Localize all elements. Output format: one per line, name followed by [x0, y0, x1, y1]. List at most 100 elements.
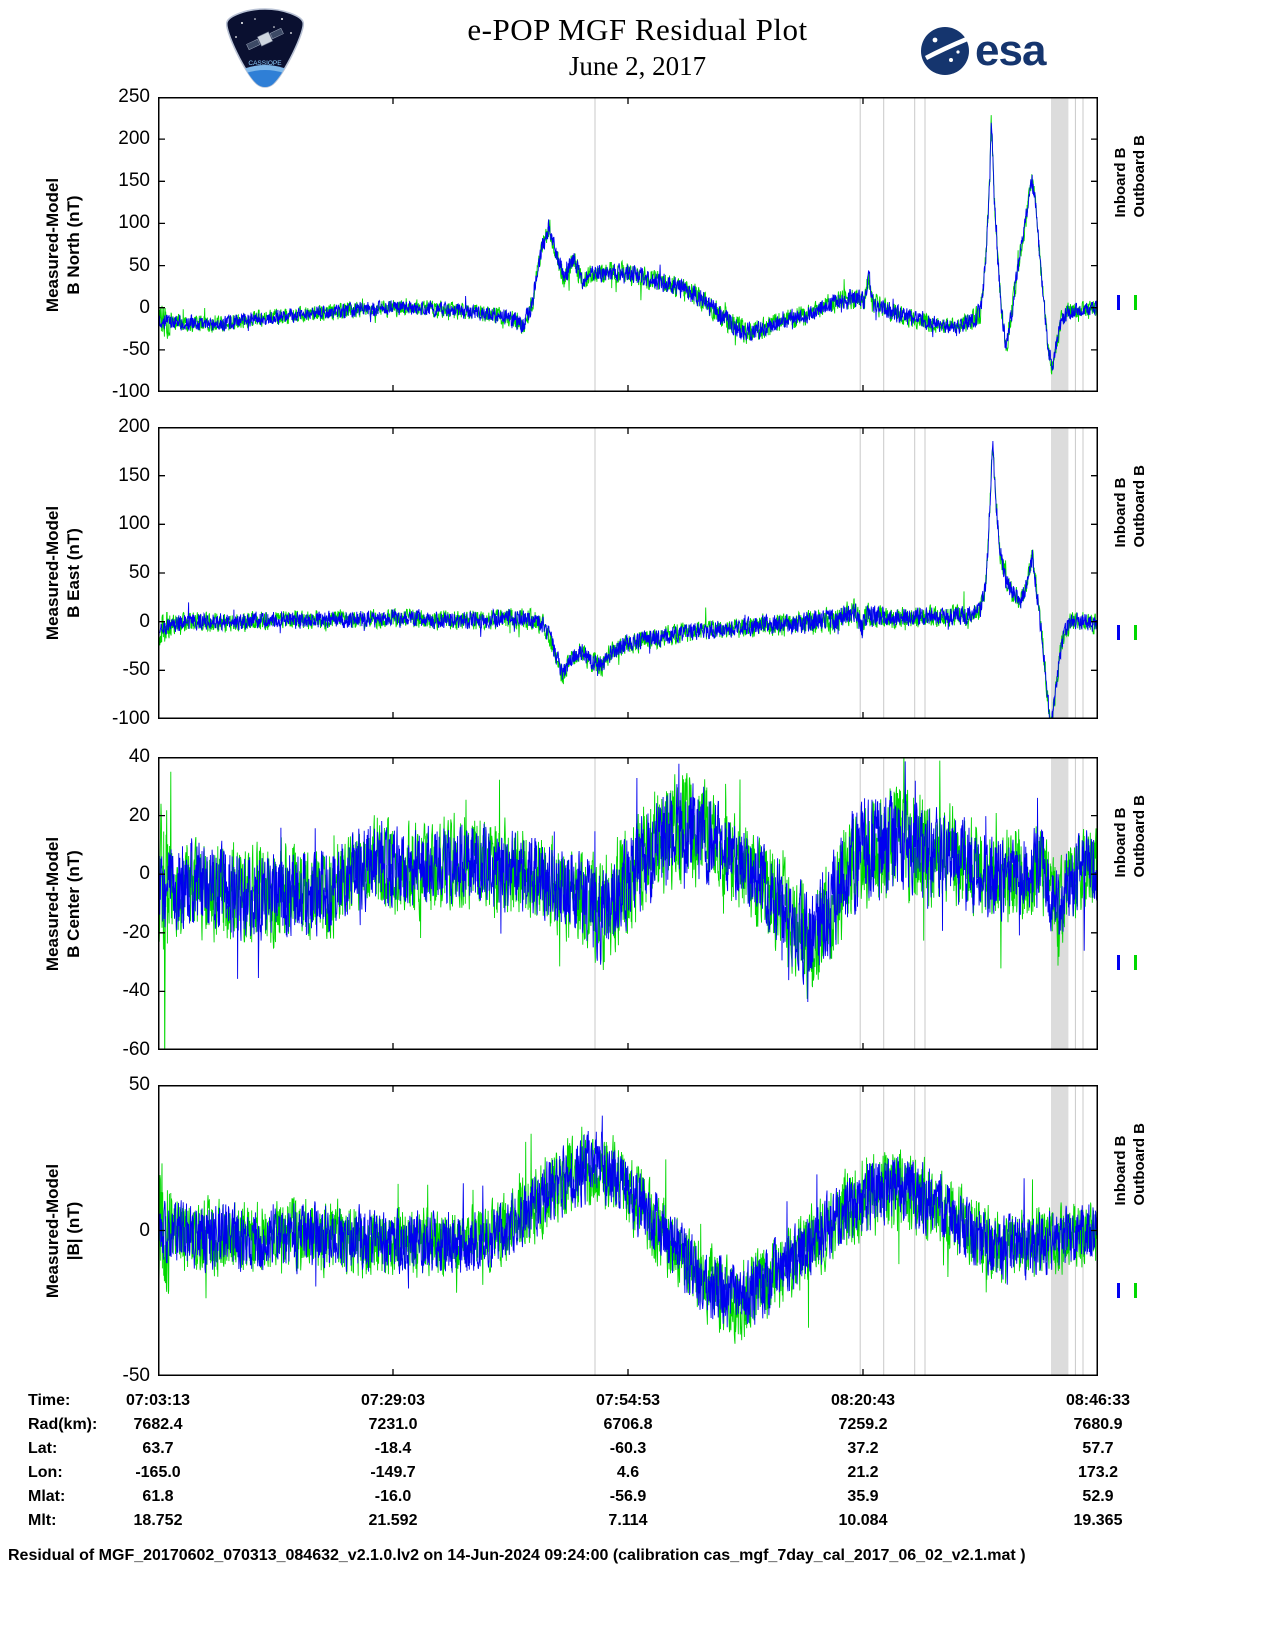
y-tick-label: 50 [128, 254, 150, 276]
y-tick-label: -100 [111, 708, 150, 729]
footer-value: 07:29:03 [360, 1392, 426, 1409]
legend-outboard-sample-icon [1134, 1283, 1137, 1298]
y-tick-label: 40 [128, 746, 150, 767]
footer-value: -165.0 [135, 1464, 181, 1481]
panel-b-north: Measured-Model B North (nT) 250 200 150 100… [0, 86, 1275, 402]
footer-value: 61.8 [142, 1488, 174, 1505]
legend-inboard-label: Inboard B [1112, 477, 1129, 548]
footer-value: 57.7 [1082, 1440, 1114, 1457]
legend-outboard-label: Outboard B [1131, 1123, 1148, 1206]
esa-wordmark: esa [975, 26, 1046, 75]
figure-date: June 2, 2017 [568, 51, 707, 81]
satellite-icon [246, 27, 284, 51]
legend-inboard-label: Inboard B [1112, 147, 1129, 218]
legend-inboard-sample-icon [1117, 955, 1120, 970]
legend-outboard-label: Outboard B [1131, 795, 1148, 878]
footer-value: 37.2 [847, 1440, 879, 1457]
y-tick-label: 50 [128, 562, 150, 583]
legend-b-center: Inboard B Outboard B [1104, 757, 1170, 1050]
y-tick-label: -40 [122, 980, 150, 1002]
panel-b-east: Measured-Model B East (nT) 200 150 100 50 0-… [0, 416, 1275, 729]
file-caption: Residual of MGF_20170602_070313_084632_v… [8, 1547, 1026, 1564]
legend-inboard-label: Inboard B [1112, 807, 1129, 878]
footer-value: 7.114 [608, 1512, 648, 1529]
y-tick-label: 20 [128, 804, 150, 826]
y-axis-ticks: 40 20 0 -20 -40 -60 [0, 746, 150, 1060]
y-tick-label: 0 [139, 610, 150, 632]
panel-b-magnitude: Measured-Model |B| (nT) 50 0 -50 Inboard B… [0, 1074, 1275, 1386]
footer-value: -149.7 [370, 1464, 416, 1481]
plot-area-b-magnitude [158, 1085, 1098, 1376]
y-tick-label: 250 [118, 86, 150, 107]
footer-value: 19.365 [1073, 1512, 1123, 1529]
footer-row-label: Time: [28, 1392, 71, 1409]
footer-value: 4.6 [616, 1464, 640, 1481]
footer-value: -56.9 [609, 1488, 647, 1505]
footer-row-label: Rad(km): [28, 1416, 98, 1433]
footer-row-label: Mlt: [28, 1512, 57, 1529]
footer-value: 21.592 [368, 1512, 418, 1529]
footer-value: -60.3 [609, 1440, 647, 1457]
legend-inboard-label: Inboard B [1112, 1135, 1129, 1206]
panel-b-center: Measured-Model B Center (nT) 40 20 0 -20 -40… [0, 746, 1275, 1060]
footer-value: 08:20:43 [830, 1392, 896, 1409]
y-axis-ticks: 200 150 100 50 0 -50 -100 [0, 416, 150, 729]
y-axis-ticks: 250 200 150 100 50 0 -50 -100 [0, 86, 150, 402]
footer-row-label: Lat: [28, 1440, 58, 1457]
y-tick-label: 0 [139, 296, 150, 318]
legend-outboard-sample-icon [1134, 955, 1137, 970]
footer-value: 63.7 [142, 1440, 174, 1457]
footer-row: Rad(km): 7682.4 7231.0 6706.8 7259.2 7680.9 [0, 1416, 1275, 1440]
y-tick-label: -50 [122, 338, 150, 360]
plot-area-b-center [158, 757, 1098, 1050]
footer-row: Mlt: 18.752 21.592 7.114 10.084 19.365 [0, 1512, 1275, 1536]
footer-value: 7259.2 [838, 1416, 888, 1433]
legend-inboard-sample-icon [1117, 295, 1120, 310]
footer-value: 21.2 [847, 1464, 879, 1481]
legend-inboard-sample-icon [1117, 625, 1120, 640]
figure-title-block: e-POP MGF Residual Plot June 2, 2017 [0, 12, 1275, 82]
legend-inboard-sample-icon [1117, 1283, 1120, 1298]
y-tick-label: 200 [118, 128, 150, 150]
footer-value: 35.9 [847, 1488, 879, 1505]
legend-outboard-label: Outboard B [1131, 465, 1148, 548]
cassiope-mission-patch: CASSIOPE [226, 8, 304, 88]
footer-value: 6706.8 [603, 1416, 653, 1433]
footer-value: 08:46:33 [1065, 1392, 1131, 1409]
y-tick-label: 150 [118, 464, 150, 486]
y-tick-label: 100 [118, 513, 150, 535]
y-tick-label: 50 [128, 1074, 150, 1095]
footer-value: 7682.4 [133, 1416, 183, 1433]
esa-emblem-icon [921, 27, 969, 75]
figure-title: e-POP MGF Residual Plot [467, 12, 808, 47]
legend-b-north: Inboard B Outboard B [1104, 97, 1170, 392]
footer-row: Lon: -165.0 -149.7 4.6 21.2 173.2 [0, 1464, 1275, 1488]
footer-value: 07:03:13 [125, 1392, 191, 1409]
footer-row-label: Lon: [28, 1464, 63, 1481]
patch-text: CASSIOPE [248, 60, 282, 67]
y-tick-label: 200 [118, 416, 150, 437]
legend-outboard-label: Outboard B [1131, 135, 1148, 218]
y-tick-label: -100 [111, 381, 150, 402]
esa-logo: esa [920, 26, 1046, 76]
y-tick-label: -20 [122, 921, 150, 943]
plot-area-b-east [158, 427, 1098, 719]
legend-b-east: Inboard B Outboard B [1104, 427, 1170, 719]
legend-outboard-sample-icon [1134, 625, 1137, 640]
footer-row: Time: 07:03:13 07:29:03 07:54:53 08:20:43 08:… [0, 1392, 1275, 1416]
footer-value: 7680.9 [1073, 1416, 1123, 1433]
y-tick-label: 0 [139, 1219, 150, 1241]
footer-value: 7231.0 [368, 1416, 418, 1433]
footer-row: Mlat: 61.8 -16.0 -56.9 35.9 52.9 [0, 1488, 1275, 1512]
y-tick-label: 0 [139, 863, 150, 885]
y-tick-label: -60 [122, 1039, 150, 1060]
footer-value: -16.0 [374, 1488, 412, 1505]
ephemeris-table: Time: 07:03:13 07:29:03 07:54:53 08:20:43 08:… [0, 1392, 1275, 1536]
y-axis-ticks: 50 0 -50 [0, 1074, 150, 1386]
footer-value: 07:54:53 [595, 1392, 661, 1409]
y-tick-label: 150 [118, 170, 150, 192]
y-tick-label: -50 [122, 1365, 150, 1386]
y-tick-label: 100 [118, 212, 150, 234]
footer-value: -18.4 [374, 1440, 412, 1457]
